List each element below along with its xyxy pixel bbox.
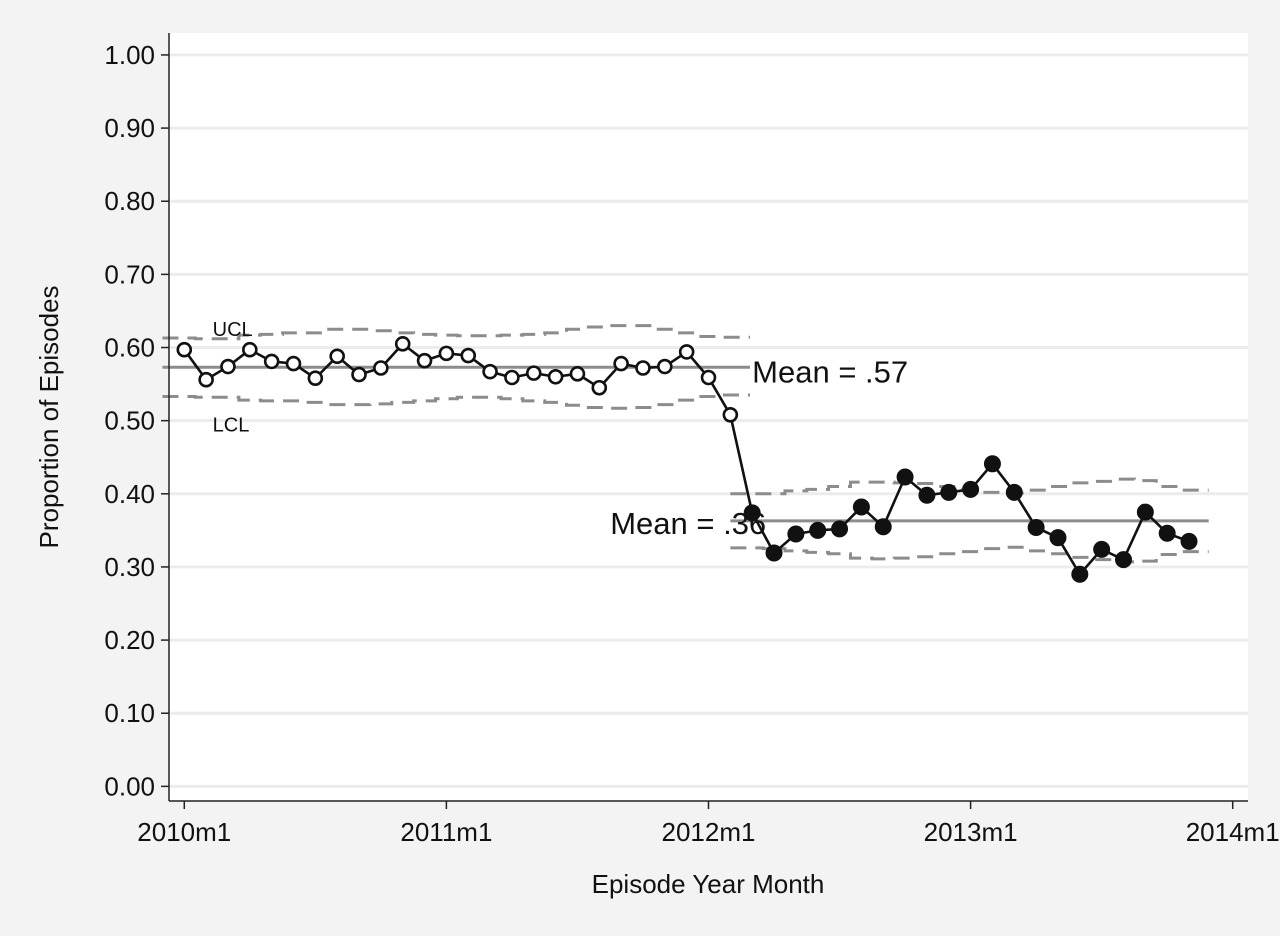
x-tick-label: 2011m1 xyxy=(400,817,492,847)
data-point-open xyxy=(569,366,586,382)
data-point-filled xyxy=(1071,565,1089,583)
data-point-open xyxy=(416,352,433,369)
data-point-filled xyxy=(874,518,892,536)
data-point-open xyxy=(460,347,477,364)
data-points xyxy=(176,336,1198,583)
data-point-filled xyxy=(1049,529,1067,547)
data-point-open xyxy=(525,365,542,381)
data-point-open xyxy=(307,370,324,387)
data-point-filled xyxy=(940,483,958,501)
data-point-open xyxy=(438,345,455,362)
annotation-ucl: UCL xyxy=(213,319,253,341)
data-point-open xyxy=(351,366,367,383)
data-point-open xyxy=(242,341,258,358)
axes: 0.00 0.10 0.20 0.30 0.40 0.50 0.60 0.70 0.80 0.90… xyxy=(104,33,1280,847)
x-tick-label: 2012m1 xyxy=(662,817,756,847)
data-point-open xyxy=(657,358,673,375)
data-point-filled xyxy=(1005,483,1023,501)
data-point-filled xyxy=(918,486,936,504)
annotation-mean2: Mean = .36 xyxy=(610,506,766,541)
y-tick-label: 1.00 xyxy=(104,40,155,70)
data-point-filled xyxy=(1136,503,1154,521)
data-point-filled xyxy=(1093,540,1111,558)
data-point-filled xyxy=(896,468,914,486)
data-point-open xyxy=(220,358,236,375)
data-point-filled xyxy=(765,544,783,562)
annotation-lcl: LCL xyxy=(213,414,250,436)
annotations: UCL LCL Mean = .57 Mean = .36 xyxy=(213,319,908,541)
gridlines xyxy=(169,53,1248,788)
y-tick-label: 0.10 xyxy=(104,698,155,728)
y-tick-label: 0.90 xyxy=(104,113,155,143)
data-point-filled xyxy=(1027,518,1045,536)
data-point-open xyxy=(678,344,695,360)
data-point-open xyxy=(700,369,717,386)
data-point-filled xyxy=(1180,532,1198,550)
control-limits xyxy=(162,324,1209,564)
data-point-filled xyxy=(787,525,805,543)
data-point-open xyxy=(176,341,193,358)
data-point-open xyxy=(263,353,280,370)
data-point-filled xyxy=(1158,524,1176,542)
ucl-line xyxy=(730,477,1209,496)
x-axis-title: Episode Year Month xyxy=(592,869,825,899)
data-point-filled xyxy=(1115,551,1132,569)
data-point-filled xyxy=(983,455,1001,473)
y-tick-label: 0.40 xyxy=(104,479,155,509)
data-point-filled xyxy=(831,520,849,538)
data-point-open xyxy=(504,369,520,386)
data-point-open xyxy=(591,379,608,396)
y-tick-label: 0.30 xyxy=(104,552,155,582)
data-point-open xyxy=(613,355,629,372)
y-tick-label: 0.20 xyxy=(104,625,155,655)
data-point-open xyxy=(198,371,214,388)
data-point-filled xyxy=(743,504,761,522)
y-tick-label: 0.70 xyxy=(104,259,155,289)
x-tick-label: 2013m1 xyxy=(924,817,1018,847)
y-tick-label: 0.80 xyxy=(104,186,155,216)
data-point-open xyxy=(285,355,302,372)
data-point-open xyxy=(329,348,345,365)
y-tick-label: 0.60 xyxy=(104,333,155,363)
data-point-open xyxy=(635,360,651,376)
y-tick-label: 0.00 xyxy=(104,771,155,801)
data-point-open xyxy=(547,368,564,385)
annotation-mean1: Mean = .57 xyxy=(752,355,908,390)
data-point-open xyxy=(394,336,411,352)
x-tick-label: 2010m1 xyxy=(137,817,231,847)
lcl-line xyxy=(730,545,1209,564)
data-point-open xyxy=(482,363,498,380)
data-point-filled xyxy=(962,480,980,498)
data-point-open xyxy=(373,360,389,376)
data-point-filled xyxy=(852,498,870,516)
x-tick-label: 2014m1 xyxy=(1186,817,1280,847)
y-axis-title: Proportion of Episodes xyxy=(34,285,64,548)
data-point-open xyxy=(722,407,739,423)
data-point-filled xyxy=(809,521,827,539)
plot-background xyxy=(169,33,1248,801)
ucl-line xyxy=(162,324,750,341)
y-tick-label: 0.50 xyxy=(104,406,155,436)
